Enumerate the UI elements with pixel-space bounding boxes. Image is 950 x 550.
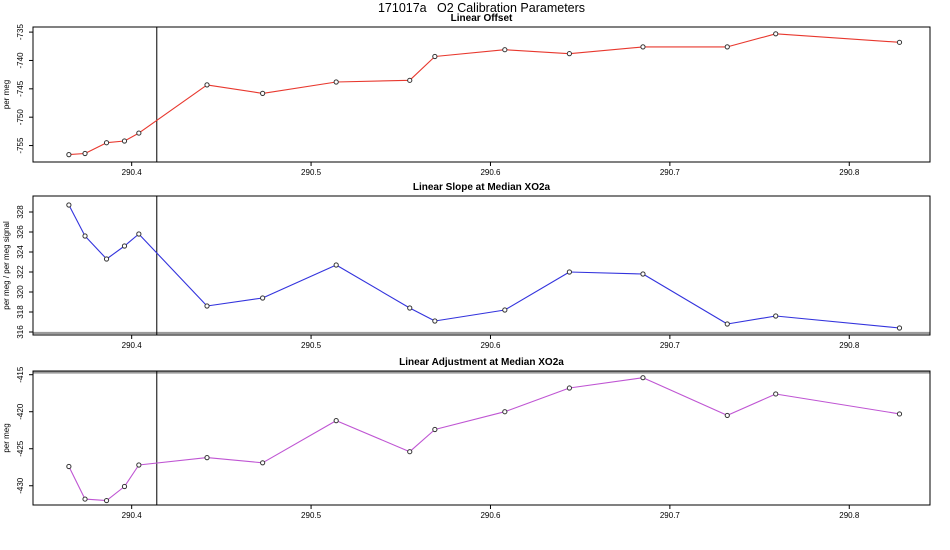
data-point bbox=[640, 44, 646, 50]
data-point bbox=[502, 307, 508, 313]
data-point bbox=[260, 90, 266, 96]
data-point bbox=[82, 150, 88, 157]
data-point bbox=[773, 391, 779, 397]
y-tick-label: -740 bbox=[16, 52, 25, 69]
y-tick-label: -425 bbox=[16, 440, 25, 457]
data-point bbox=[566, 385, 573, 391]
x-tick-label: 290.4 bbox=[122, 341, 143, 350]
data-point bbox=[121, 243, 128, 249]
x-tick-label: 290.5 bbox=[301, 341, 322, 350]
data-point bbox=[136, 231, 142, 237]
y-tick-label: -755 bbox=[16, 137, 25, 154]
series-line bbox=[68, 33, 900, 156]
y-tick-label: -735 bbox=[16, 24, 25, 41]
data-point bbox=[333, 262, 339, 268]
data-point bbox=[773, 31, 779, 37]
y-tick-label: 316 bbox=[16, 325, 25, 339]
x-tick-label: 290.6 bbox=[480, 511, 501, 520]
data-point bbox=[82, 233, 88, 239]
data-point bbox=[773, 313, 779, 319]
data-point bbox=[724, 412, 730, 419]
x-tick-label: 290.6 bbox=[480, 341, 501, 350]
data-point bbox=[103, 497, 110, 504]
x-tick-label: 290.8 bbox=[839, 511, 860, 520]
plot-box bbox=[32, 26, 931, 163]
y-tick-label: -420 bbox=[16, 403, 25, 420]
y-axis-label: per meg bbox=[2, 80, 11, 109]
x-tick-label: 290.4 bbox=[122, 511, 143, 520]
data-point bbox=[136, 130, 142, 136]
y-tick-label: -430 bbox=[16, 477, 25, 494]
y-tick-label: 320 bbox=[16, 285, 25, 299]
data-point bbox=[333, 418, 339, 424]
data-point bbox=[82, 496, 88, 502]
plot-box bbox=[32, 370, 931, 506]
data-point bbox=[407, 449, 413, 455]
data-point bbox=[724, 44, 730, 50]
data-point bbox=[502, 47, 508, 53]
data-point bbox=[896, 325, 903, 331]
data-point bbox=[566, 269, 573, 275]
data-point bbox=[333, 79, 339, 85]
y-tick-label: 318 bbox=[16, 305, 25, 319]
series-line bbox=[68, 204, 900, 329]
x-tick-label: 290.7 bbox=[660, 168, 681, 177]
data-point bbox=[566, 51, 573, 57]
panel-title-linear-slope: Linear Slope at Median XO2a bbox=[412, 182, 551, 193]
data-point bbox=[103, 140, 110, 146]
data-point bbox=[640, 271, 646, 277]
y-tick-label: 324 bbox=[16, 245, 25, 259]
data-point bbox=[260, 295, 266, 301]
plot-box bbox=[32, 195, 931, 336]
data-point bbox=[66, 152, 72, 158]
data-point bbox=[260, 460, 266, 466]
y-tick-label: 328 bbox=[16, 205, 25, 219]
panel-title-linear-offset: Linear Offset bbox=[450, 13, 513, 24]
data-point bbox=[432, 426, 438, 433]
y-tick-label: 326 bbox=[16, 225, 25, 239]
x-tick-label: 290.5 bbox=[301, 511, 322, 520]
x-tick-label: 290.6 bbox=[480, 168, 501, 177]
data-point bbox=[432, 53, 438, 60]
data-point bbox=[121, 483, 128, 490]
x-tick-label: 290.8 bbox=[839, 341, 860, 350]
y-tick-label: -415 bbox=[16, 366, 25, 383]
y-axis-label: per meg bbox=[2, 423, 11, 452]
data-point bbox=[66, 463, 72, 470]
data-point bbox=[640, 375, 646, 381]
data-point bbox=[407, 305, 413, 311]
series-line bbox=[68, 377, 900, 502]
data-point bbox=[896, 39, 903, 45]
data-point bbox=[724, 321, 730, 327]
data-point bbox=[121, 138, 128, 144]
y-tick-label: 322 bbox=[16, 265, 25, 279]
data-point bbox=[896, 411, 903, 417]
y-tick-label: -745 bbox=[16, 80, 25, 97]
x-tick-label: 290.7 bbox=[660, 511, 681, 520]
data-point bbox=[407, 77, 413, 83]
data-point bbox=[136, 462, 142, 468]
data-point bbox=[66, 202, 72, 208]
x-tick-label: 290.5 bbox=[301, 168, 322, 177]
data-point bbox=[103, 256, 110, 262]
x-tick-label: 290.8 bbox=[839, 168, 860, 177]
x-tick-label: 290.4 bbox=[122, 168, 143, 177]
x-tick-label: 290.7 bbox=[660, 341, 681, 350]
page-title: 171017a O2 Calibration Parameters bbox=[377, 1, 586, 15]
y-axis-label: per meg / per meg signal bbox=[2, 221, 11, 310]
panel-title-linear-adjustment: Linear Adjustment at Median XO2a bbox=[399, 357, 564, 368]
data-point bbox=[204, 303, 210, 309]
data-point bbox=[432, 318, 438, 324]
data-point bbox=[204, 82, 210, 88]
data-point bbox=[502, 409, 508, 415]
data-point bbox=[204, 455, 210, 461]
y-tick-label: -750 bbox=[16, 109, 25, 126]
